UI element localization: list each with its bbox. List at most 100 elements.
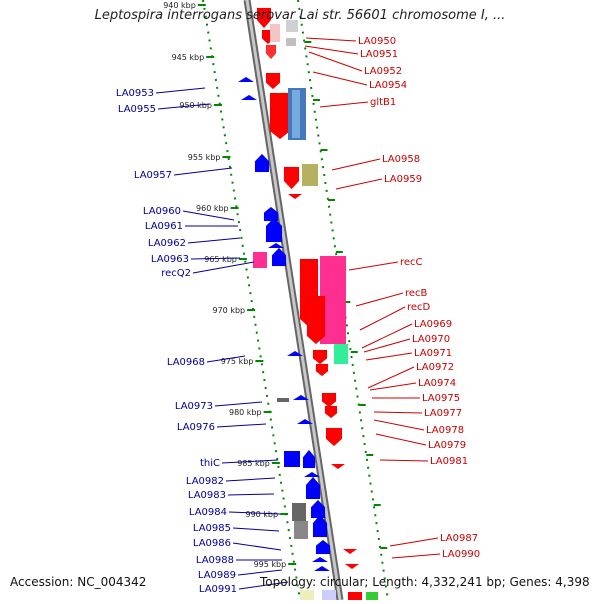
gene-arrow bbox=[312, 349, 328, 365]
left-gene-label: LA0988 bbox=[196, 555, 234, 566]
gene-block bbox=[286, 20, 298, 32]
gene-arrow-small bbox=[331, 464, 345, 469]
gene-arrow-small bbox=[345, 564, 359, 569]
gene-arrow-small bbox=[314, 566, 330, 571]
gene-arrow bbox=[265, 44, 277, 60]
left-gene-label: LA0962 bbox=[148, 238, 186, 249]
right-leader-line bbox=[379, 459, 429, 462]
gene-arrow bbox=[305, 476, 321, 500]
tick-label: 965 kbp bbox=[204, 255, 237, 264]
gene-block bbox=[322, 590, 336, 600]
right-gene-label: LA0959 bbox=[384, 174, 422, 185]
left-gene-label: thiC bbox=[200, 458, 220, 469]
left-gene-label: LA0986 bbox=[193, 538, 231, 549]
gene-arrow bbox=[283, 166, 300, 190]
right-gene-label: LA0979 bbox=[428, 440, 466, 451]
gene-arrow bbox=[321, 392, 337, 408]
backbone-line bbox=[245, 0, 342, 601]
gene-arrow bbox=[306, 295, 326, 345]
right-leader-line bbox=[308, 51, 363, 72]
left-leader-line bbox=[227, 493, 275, 496]
right-gene-label: LA0971 bbox=[414, 348, 452, 359]
gene-arrow bbox=[315, 363, 329, 377]
accession-text: Accession: NC_004342 bbox=[10, 575, 147, 589]
tick-label: 970 kbp bbox=[213, 306, 246, 315]
left-leader-line bbox=[232, 542, 282, 551]
gene-arrow bbox=[254, 153, 270, 173]
right-leader-line bbox=[361, 323, 413, 349]
left-leader-line bbox=[190, 257, 241, 260]
gene-block bbox=[366, 592, 378, 600]
right-gene-label: LA0981 bbox=[430, 456, 468, 467]
left-leader-line bbox=[225, 477, 276, 482]
left-leader-line bbox=[232, 527, 280, 532]
left-gene-label: LA0953 bbox=[116, 88, 154, 99]
tick-label: 980 kbp bbox=[229, 408, 262, 417]
left-gene-label: recQ2 bbox=[161, 268, 191, 279]
right-leader-line bbox=[365, 352, 413, 361]
gene-arrow-small bbox=[312, 557, 328, 562]
tick-label: 975 kbp bbox=[221, 357, 254, 366]
right-leader-line bbox=[367, 366, 415, 389]
right-leader-line bbox=[355, 292, 404, 307]
gene-arrow-small bbox=[288, 194, 302, 199]
left-leader-line bbox=[206, 355, 246, 363]
left-gene-label: LA0985 bbox=[193, 523, 231, 534]
left-leader-line bbox=[192, 261, 255, 274]
right-leader-line bbox=[391, 553, 441, 559]
gene-arrow-small bbox=[297, 419, 313, 424]
right-gene-label: LA0958 bbox=[382, 154, 420, 165]
gene-block bbox=[334, 344, 348, 364]
left-leader-line bbox=[221, 459, 279, 464]
gene-arrow bbox=[324, 405, 338, 419]
gene-arrow-small bbox=[268, 243, 284, 248]
tick-label: 990 kbp bbox=[245, 510, 278, 519]
right-leader-line bbox=[369, 382, 417, 391]
right-leader-line bbox=[305, 37, 357, 42]
left-gene-label: LA0960 bbox=[143, 206, 181, 217]
gene-arrow-small bbox=[238, 77, 254, 82]
topology-stats-text: Topology: circular; Length: 4,332,241 bp… bbox=[260, 575, 590, 589]
gene-block bbox=[292, 503, 306, 521]
tick-label: 985 kbp bbox=[237, 459, 270, 468]
right-gene-label: recD bbox=[407, 302, 431, 313]
right-leader-line bbox=[389, 537, 439, 547]
gene-arrow-small bbox=[241, 95, 257, 100]
gene-block bbox=[284, 451, 300, 467]
right-gene-label: LA0990 bbox=[442, 549, 480, 560]
left-gene-label: LA0976 bbox=[177, 422, 215, 433]
gene-block bbox=[302, 164, 318, 186]
left-gene-label: LA0991 bbox=[199, 584, 237, 595]
right-gene-label: LA0952 bbox=[364, 66, 402, 77]
right-leader-line bbox=[312, 71, 368, 86]
gene-block bbox=[294, 521, 308, 539]
right-gene-label: LA0970 bbox=[412, 334, 450, 345]
right-leader-line bbox=[331, 158, 381, 171]
left-gene-label: LA0982 bbox=[186, 476, 224, 487]
right-leader-line bbox=[373, 411, 423, 414]
left-gene-label: LA0957 bbox=[134, 170, 172, 181]
right-gene-label: LA0969 bbox=[414, 319, 452, 330]
gene-arrow bbox=[271, 247, 287, 267]
gene-arrow bbox=[265, 72, 281, 90]
gene-arrow bbox=[325, 427, 343, 447]
gene-arrow bbox=[302, 449, 316, 469]
right-gene-label: recC bbox=[400, 257, 423, 268]
left-gene-label: LA0973 bbox=[175, 401, 213, 412]
gene-arrow-small bbox=[287, 351, 303, 356]
left-gene-label: LA0961 bbox=[145, 221, 183, 232]
right-gene-label: recB bbox=[405, 288, 428, 299]
map-title: Leptospira interrogans serovar Lai str. … bbox=[94, 8, 506, 23]
right-gene-label: LA0950 bbox=[358, 36, 396, 47]
gene-block bbox=[253, 252, 267, 268]
right-leader-line bbox=[359, 306, 406, 331]
gene-arrow-small bbox=[304, 472, 320, 477]
gene-arrow bbox=[265, 217, 283, 243]
outer-tick-track bbox=[297, 0, 389, 601]
gene-block bbox=[300, 590, 314, 600]
gene-arrow-small bbox=[343, 549, 357, 554]
right-leader-line bbox=[375, 433, 427, 446]
left-leader-line bbox=[187, 237, 241, 244]
gene-arrow-small bbox=[293, 395, 309, 400]
